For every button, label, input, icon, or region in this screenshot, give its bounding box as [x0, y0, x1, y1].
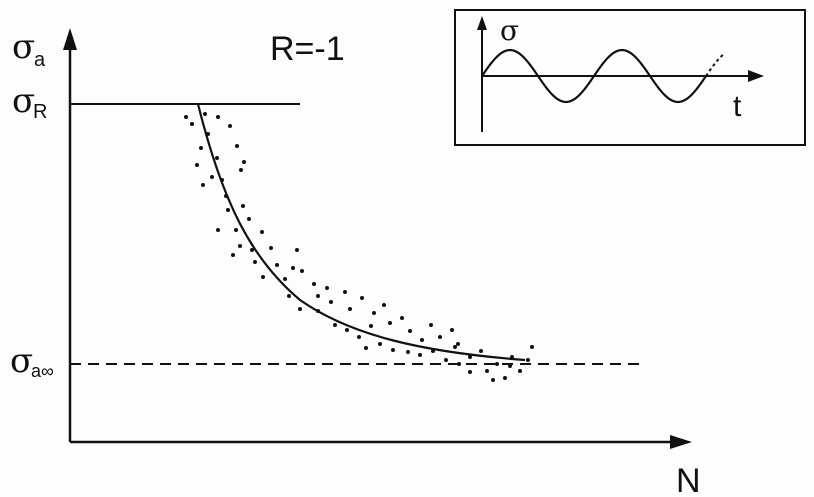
y-axis-label: σ [12, 27, 35, 67]
scatter-point [372, 311, 376, 315]
scatter-point [215, 156, 219, 160]
scatter-point [250, 248, 254, 252]
scatter-point [253, 260, 257, 264]
scatter-point [216, 115, 220, 119]
scatter-point [275, 263, 279, 267]
scatter-point [453, 345, 457, 349]
scatter-point [184, 115, 188, 119]
scatter-point [508, 364, 512, 368]
scatter-point [400, 316, 404, 320]
scatter-point [485, 369, 489, 373]
scatter-point [348, 307, 352, 311]
upper-level-label: σ [12, 81, 35, 121]
scatter-point [312, 282, 316, 286]
scatter-point [457, 362, 461, 366]
scatter-point [418, 353, 422, 357]
scatter-point [195, 163, 199, 167]
scatter-point [235, 144, 239, 148]
scatter-point [406, 350, 410, 354]
scatter-point [216, 228, 220, 232]
sn-curve [196, 103, 526, 362]
stress-ratio-label: R=-1 [270, 30, 345, 68]
scatter-point [203, 112, 207, 116]
scatter-point [450, 328, 454, 332]
scatter-point [329, 300, 333, 304]
inset-x-arrow [748, 70, 764, 82]
scatter-point [479, 349, 483, 353]
scatter-point [199, 146, 203, 150]
scatter-point [201, 183, 205, 187]
scatter-point [526, 358, 530, 362]
scatter-point [388, 321, 392, 325]
scatter-point [456, 342, 460, 346]
scatter-point [283, 277, 287, 281]
scatter-point [438, 335, 442, 339]
scatter-point [242, 160, 246, 164]
scatter-point [295, 248, 299, 252]
scatter-point [530, 345, 534, 349]
scatter-point [239, 168, 243, 172]
endurance-label: σ [10, 341, 33, 381]
endurance-sub: a∞ [31, 361, 54, 381]
scatter-point [382, 303, 386, 307]
scatter-point [231, 253, 235, 257]
y-axis-label-sub: a [34, 49, 46, 71]
scatter-point [298, 307, 302, 311]
scatter-point [228, 124, 232, 128]
inset-y-label: σ [500, 14, 519, 47]
scatter-point [408, 329, 412, 333]
scatter-point [364, 346, 368, 350]
scatter-point [429, 323, 433, 327]
inset-sine-tail [705, 53, 725, 77]
scatter-point [495, 362, 499, 366]
scatter-point [360, 296, 364, 300]
y-axis-arrow [63, 28, 77, 50]
scatter-point [369, 324, 373, 328]
scatter-point [518, 369, 522, 373]
scatter-point [357, 335, 361, 339]
scatter-point [238, 244, 242, 248]
scatter-point [378, 342, 382, 346]
scatter-point [269, 246, 273, 250]
x-axis-arrow [670, 435, 692, 449]
scatter-point [325, 286, 329, 290]
inset-frame [454, 9, 806, 146]
scatter-point [206, 132, 210, 136]
scatter-point [316, 309, 320, 313]
scatter-point [226, 208, 230, 212]
scatter-point [333, 323, 337, 327]
x-axis-label: N [676, 462, 701, 497]
scatter-point [234, 228, 238, 232]
scatter-points [184, 112, 534, 382]
scatter-point [190, 122, 194, 126]
scatter-point [468, 370, 472, 374]
scatter-point [261, 275, 265, 279]
scatter-point [491, 378, 495, 382]
inset-x-label: t [733, 90, 742, 123]
scatter-point [220, 178, 224, 182]
scatter-point [241, 204, 245, 208]
scatter-point [300, 269, 304, 273]
scatter-point [391, 348, 395, 352]
scatter-point [345, 328, 349, 332]
scatter-point [444, 358, 448, 362]
scatter-point [224, 194, 228, 198]
inset-sine-wave [481, 48, 707, 104]
scatter-point [316, 294, 320, 298]
scatter-point [343, 290, 347, 294]
scatter-point [468, 355, 472, 359]
scatter-point [260, 230, 264, 234]
scatter-point [431, 349, 435, 353]
scatter-point [210, 175, 214, 179]
scatter-point [510, 355, 514, 359]
scatter-point [291, 266, 295, 270]
scatter-point [287, 294, 291, 298]
scatter-point [503, 376, 507, 380]
scatter-point [247, 217, 251, 221]
inset-y-arrow [477, 16, 487, 30]
upper-level-sub: R [33, 101, 47, 123]
scatter-point [420, 338, 424, 342]
